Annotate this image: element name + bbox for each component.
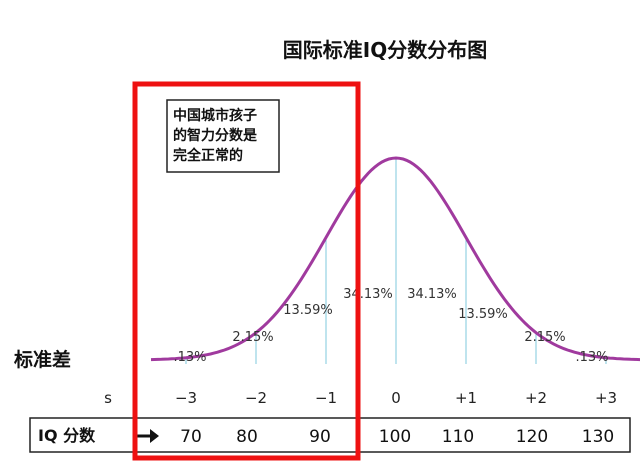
annotation-line-1: 中国城市孩子 — [173, 107, 257, 124]
sd-tick-labels: −3 −2 −1 0 +1 +2 +3 — [175, 389, 617, 407]
iq-value: 80 — [236, 427, 258, 447]
annotation-line-3: 完全正常的 — [173, 147, 243, 164]
sd-tick-label: −2 — [245, 389, 267, 407]
highlight-box — [132, 81, 361, 461]
sd-tick-label: +3 — [595, 389, 617, 407]
iq-value: 110 — [442, 427, 474, 447]
annotation-line-2: 的智力分数是 — [173, 127, 258, 144]
percentage-label: .13% — [575, 350, 608, 365]
iq-value: 120 — [516, 427, 548, 447]
iq-value: 130 — [582, 427, 614, 447]
percentage-label: 13.59% — [283, 303, 333, 318]
arrow-icon — [136, 429, 159, 443]
gridlines — [185, 158, 607, 364]
percentage-label: 2.15% — [232, 330, 273, 345]
percentage-label: 2.15% — [524, 330, 565, 345]
iq-values: 70 80 90 100 110 120 130 — [180, 427, 614, 447]
iq-value: 70 — [180, 427, 202, 447]
iq-row-label: IQ 分数 — [38, 426, 96, 445]
sd-tick-label: +2 — [525, 389, 547, 407]
iq-value: 100 — [379, 427, 411, 447]
chart-title: 国际标准IQ分数分布图 — [283, 38, 487, 62]
annotation-box — [166, 99, 280, 173]
percentage-label: 13.59% — [458, 307, 508, 322]
sd-tick-label: −1 — [315, 389, 337, 407]
sd-tick-stub: s — [104, 389, 112, 407]
bell-curve — [150, 156, 640, 362]
percentage-label: .13% — [173, 350, 206, 365]
sd-tick-label: −3 — [175, 389, 197, 407]
iq-row-box — [29, 417, 631, 453]
percentage-labels: .13%2.15%13.59%34.13% 34.13%13.59%2.15%.1… — [173, 287, 608, 365]
x-axis-label: 标准差 — [14, 348, 71, 371]
sd-tick-label: 0 — [391, 389, 401, 407]
percentage-label: 34.13% — [407, 287, 457, 302]
percentage-label: 34.13% — [343, 287, 393, 302]
sd-tick-label: +1 — [455, 389, 477, 407]
iq-value: 90 — [309, 427, 331, 447]
